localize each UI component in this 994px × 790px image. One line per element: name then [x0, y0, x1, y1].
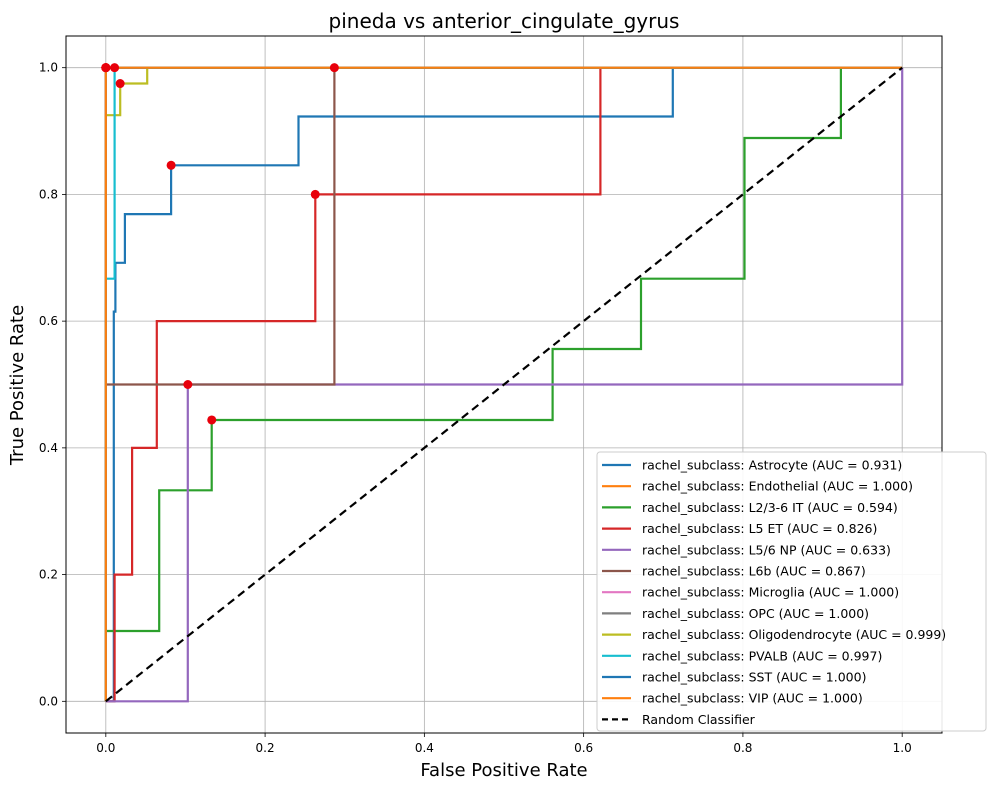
series-point-9	[110, 63, 120, 73]
y-axis-title: True Positive Rate	[7, 305, 28, 466]
legend-label-7: rachel_subclass: OPC (AUC = 1.000)	[642, 606, 869, 621]
x-tick-label-3: 0.6	[574, 741, 593, 755]
y-tick-label-4: 0.8	[39, 187, 58, 201]
legend-label-6: rachel_subclass: Microglia (AUC = 1.000)	[642, 585, 899, 600]
points-layer	[101, 63, 339, 425]
legend-label-12: Random Classifier	[642, 712, 756, 727]
legend-label-0: rachel_subclass: Astrocyte (AUC = 0.931)	[642, 458, 902, 473]
legend-label-1: rachel_subclass: Endothelial (AUC = 1.00…	[642, 479, 913, 494]
legend-label-8: rachel_subclass: Oligodendrocyte (AUC = …	[642, 627, 946, 642]
series-point-3	[310, 189, 320, 199]
x-tick-label-0: 0.0	[96, 741, 115, 755]
legend: rachel_subclass: Astrocyte (AUC = 0.931)…	[596, 451, 987, 732]
plot-frame	[65, 35, 943, 734]
legend-label-10: rachel_subclass: SST (AUC = 1.000)	[642, 670, 866, 685]
chart-title: pineda vs anterior_cingulate_gyrus	[329, 9, 680, 33]
y-tick-label-1: 0.2	[39, 568, 58, 582]
series-point-0	[166, 160, 176, 170]
x-tick-label-4: 0.8	[733, 741, 752, 755]
legend-box	[596, 451, 987, 732]
legend-label-2: rachel_subclass: L2/3-6 IT (AUC = 0.594)	[642, 500, 898, 515]
legend-label-5: rachel_subclass: L6b (AUC = 0.867)	[642, 564, 866, 579]
x-tick-label-5: 1.0	[893, 741, 912, 755]
series-line-2	[104, 66, 903, 702]
legend-label-11: rachel_subclass: VIP (AUC = 1.000)	[642, 691, 863, 706]
x-tick-label-2: 0.4	[415, 741, 434, 755]
series-line-0	[105, 66, 903, 703]
legend-label-9: rachel_subclass: PVALB (AUC = 0.997)	[642, 648, 882, 663]
x-axis-title: False Positive Rate	[420, 760, 587, 781]
series-point-11	[101, 63, 111, 73]
series-point-4	[183, 380, 193, 389]
ticks: 0.0 0.2 0.4 0.6 0.8 1.0 0.0 0.2 0.4 0.6 0.8 1.0	[39, 61, 912, 755]
series-point-8	[115, 79, 125, 89]
y-tick-label-0: 0.0	[39, 694, 58, 708]
y-tick-label-5: 1.0	[39, 61, 58, 75]
series-point-5	[329, 63, 339, 73]
legend-label-3: rachel_subclass: L5 ET (AUC = 0.826)	[642, 521, 877, 536]
series-point-2	[207, 415, 217, 425]
random-classifier-line	[105, 66, 903, 703]
y-tick-label-3: 0.6	[39, 314, 58, 328]
y-tick-label-2: 0.4	[39, 441, 58, 455]
legend-label-4: rachel_subclass: L5/6 NP (AUC = 0.633)	[642, 542, 891, 557]
x-tick-label-1: 0.2	[256, 741, 275, 755]
